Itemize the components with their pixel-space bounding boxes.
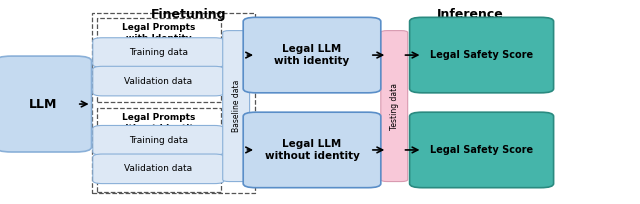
Text: Legal LLM
with identity: Legal LLM with identity (275, 44, 349, 66)
FancyBboxPatch shape (0, 56, 92, 152)
Text: Validation data: Validation data (124, 164, 193, 173)
Bar (97, 18, 221, 102)
FancyBboxPatch shape (93, 154, 224, 184)
FancyBboxPatch shape (243, 17, 381, 93)
FancyBboxPatch shape (93, 125, 224, 155)
Text: Testing data: Testing data (390, 83, 399, 130)
Text: Validation data: Validation data (124, 76, 193, 86)
Text: Finetuning: Finetuning (151, 8, 227, 21)
Text: LLM: LLM (29, 98, 58, 111)
FancyBboxPatch shape (93, 38, 224, 67)
Text: Legal Prompts
without Identity: Legal Prompts without Identity (117, 113, 200, 133)
Text: Legal Safety Score: Legal Safety Score (430, 50, 533, 60)
Text: Inference: Inference (437, 8, 504, 21)
FancyBboxPatch shape (223, 31, 250, 182)
Text: Baseline data: Baseline data (232, 80, 241, 132)
FancyBboxPatch shape (410, 112, 554, 188)
Text: Training data: Training data (129, 48, 188, 57)
FancyBboxPatch shape (381, 31, 408, 182)
Text: Legal LLM
without identity: Legal LLM without identity (264, 139, 360, 161)
FancyBboxPatch shape (410, 17, 554, 93)
Text: Legal Prompts
with Identity: Legal Prompts with Identity (122, 23, 195, 43)
FancyBboxPatch shape (93, 66, 224, 96)
Bar (97, 108, 221, 192)
Bar (92, 13, 255, 193)
FancyBboxPatch shape (243, 112, 381, 188)
Text: Legal Safety Score: Legal Safety Score (430, 145, 533, 155)
Text: Training data: Training data (129, 136, 188, 145)
